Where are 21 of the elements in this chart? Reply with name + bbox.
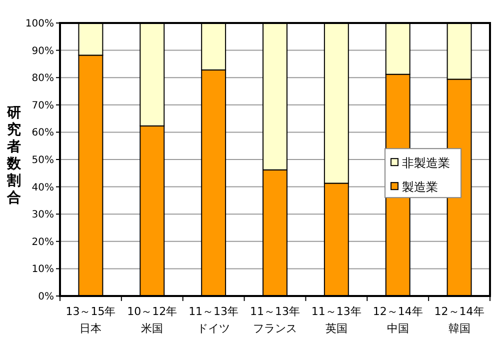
legend-label: 製造業 [402,180,438,194]
x-tick-label: 11～13年フランス [250,305,300,335]
y-tick-label: 100% [25,18,54,30]
y-axis-title: 研究者数割合 [6,105,22,206]
y-tick-label: 50% [32,155,54,166]
x-tick-label: 10～12年米国 [127,305,178,335]
legend-label: 非製造業 [402,156,450,170]
x-tick-label: 11～13年英国 [311,305,362,335]
y-tick-label: 60% [32,128,54,139]
x-tick-label: 12～14年韓国 [434,305,484,335]
y-tick-label: 90% [32,46,54,57]
y-tick-label: 20% [32,236,54,248]
y-tick-label: 10% [32,264,54,276]
x-tick-label: 13～15年日本 [66,305,116,335]
x-tick-label: 11～13年ドイツ [188,305,239,335]
y-tick-label: 80% [32,73,54,84]
y-tick-label: 30% [32,210,54,221]
y-tick-label: 0% [38,292,54,302]
y-tick-label: 70% [32,100,54,112]
x-tick-label: 12～14年中国 [372,305,423,335]
y-tick-label: 40% [32,182,54,194]
